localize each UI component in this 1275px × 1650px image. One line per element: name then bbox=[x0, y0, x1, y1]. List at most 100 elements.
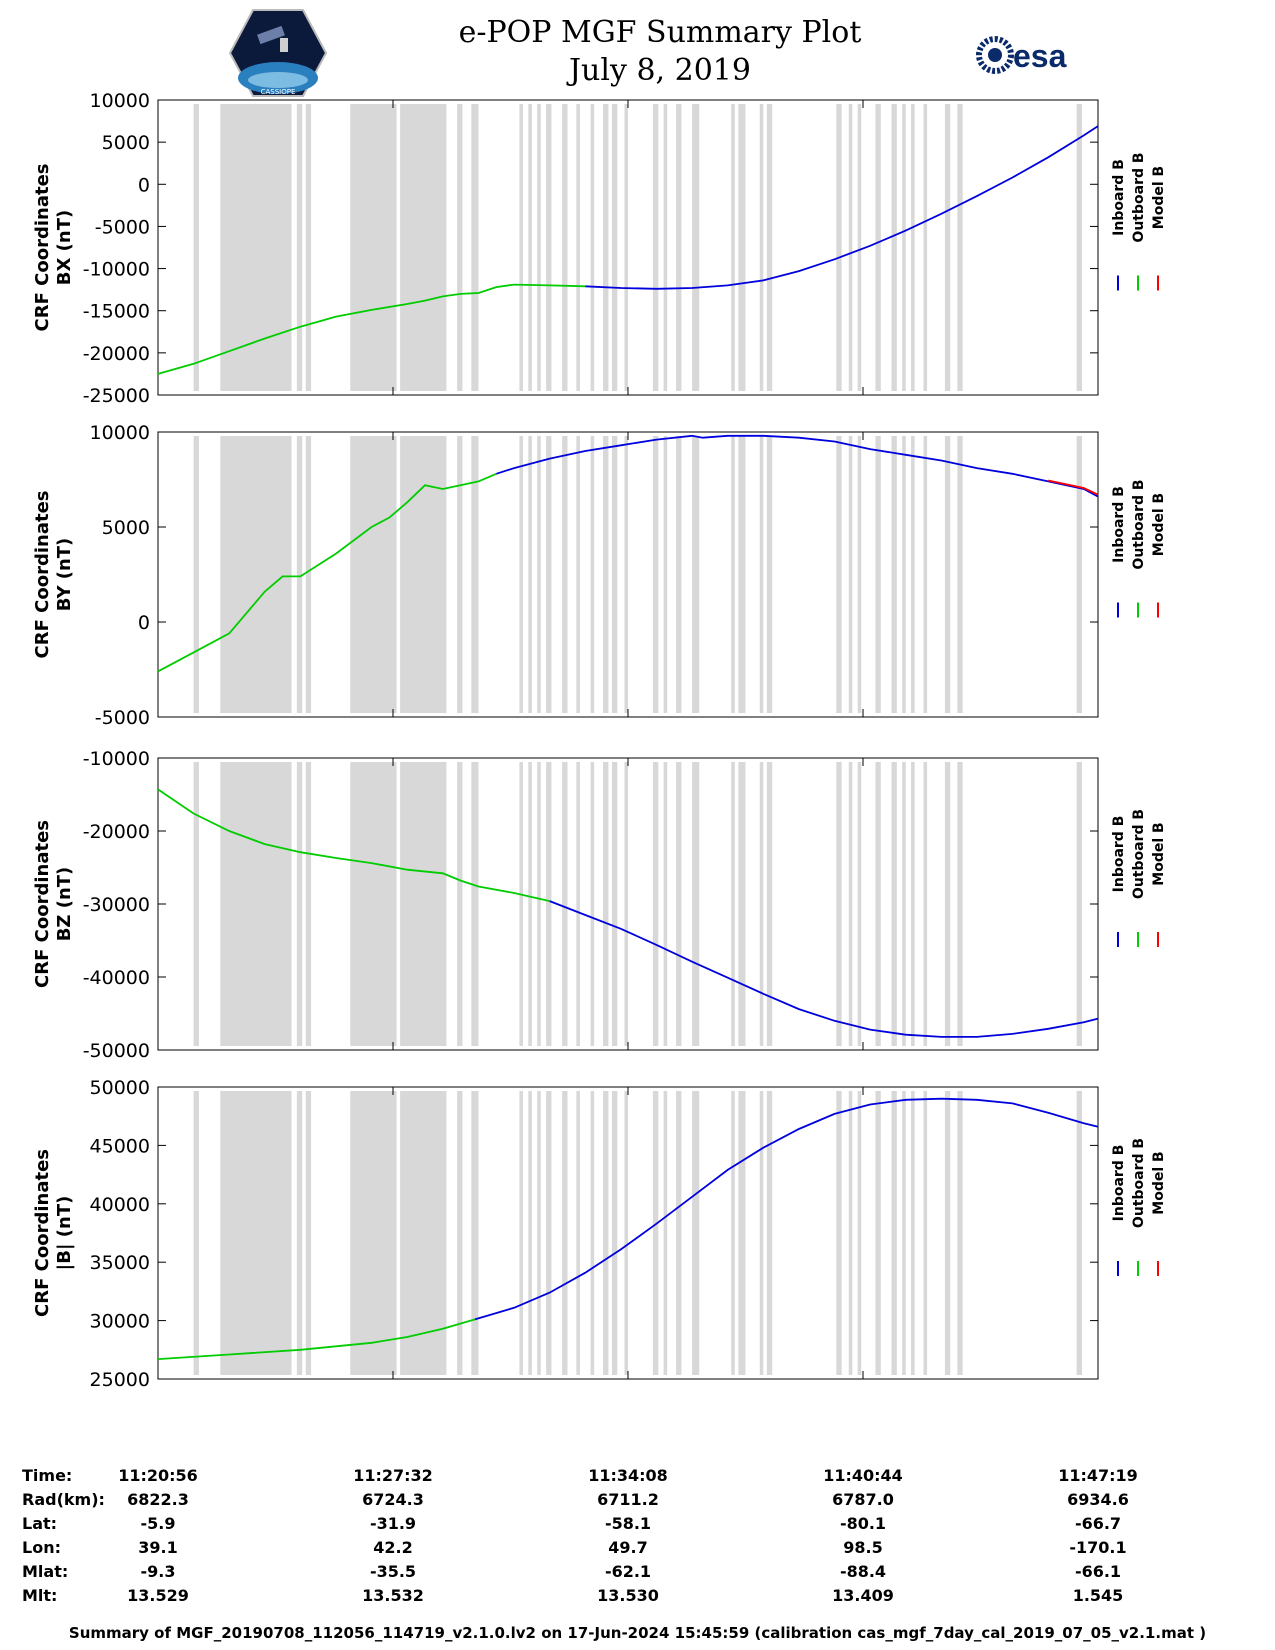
outboard-b-series bbox=[157, 283, 586, 375]
info-row-label: Lat: bbox=[22, 1514, 58, 1533]
data-gap-band bbox=[220, 762, 292, 1046]
data-gap-band bbox=[891, 762, 897, 1046]
data-gap-band bbox=[519, 436, 523, 713]
plot-title: e-POP MGF Summary Plot bbox=[458, 15, 862, 50]
data-gap-band bbox=[944, 104, 951, 391]
data-gap-band bbox=[731, 1091, 735, 1375]
legend-inboard-label: Inboard B bbox=[1111, 159, 1127, 236]
info-cell: 13.529 bbox=[127, 1586, 189, 1605]
data-gap-band bbox=[576, 436, 580, 713]
data-gap-band bbox=[193, 436, 199, 713]
data-gap-band bbox=[400, 436, 447, 713]
y-tick-label: -10000 bbox=[83, 259, 150, 281]
data-gap-band bbox=[836, 104, 842, 391]
data-gap-band bbox=[528, 436, 532, 713]
data-gap-band bbox=[759, 1091, 764, 1375]
info-cell: 49.7 bbox=[608, 1538, 648, 1557]
summary-footer: Summary of MGF_20190708_112056_114719_v2… bbox=[68, 1624, 1207, 1642]
data-gap-band bbox=[891, 1091, 897, 1375]
data-gap-band bbox=[848, 762, 853, 1046]
info-row-label: Time: bbox=[22, 1466, 73, 1485]
data-gap-band bbox=[220, 1091, 292, 1375]
y-axis-label-line2: |B| (nT) bbox=[54, 1196, 75, 1271]
data-gap-band bbox=[546, 104, 552, 391]
legend-outboard-label: Outboard B bbox=[1131, 479, 1147, 569]
outboard-b-series bbox=[157, 1318, 476, 1360]
data-gap-band bbox=[676, 762, 682, 1046]
info-cell: -5.9 bbox=[140, 1514, 176, 1533]
data-gap-band bbox=[848, 104, 853, 391]
data-gap-band bbox=[766, 436, 773, 713]
data-gap-band bbox=[562, 104, 568, 391]
data-gap-band bbox=[471, 436, 479, 713]
y-tick-label: -25000 bbox=[83, 385, 150, 407]
data-gap-band bbox=[220, 436, 292, 713]
data-gap-band bbox=[957, 762, 963, 1046]
y-axis-label-line2: BY (nT) bbox=[54, 538, 75, 612]
data-gap-band bbox=[676, 436, 682, 713]
data-gap-band bbox=[738, 436, 746, 713]
legend-model-label: Model B bbox=[1151, 166, 1167, 229]
data-gap-band bbox=[692, 104, 700, 391]
y-tick-label: 50000 bbox=[90, 1077, 150, 1099]
data-gap-band bbox=[590, 436, 595, 713]
y-tick-label: 5000 bbox=[102, 517, 150, 539]
y-tick-label: -20000 bbox=[83, 821, 150, 843]
info-cell: 11:27:32 bbox=[353, 1466, 433, 1485]
data-gap-band bbox=[350, 104, 397, 391]
legend-model-label: Model B bbox=[1151, 493, 1167, 556]
data-gap-band bbox=[848, 1091, 853, 1375]
y-tick-label: 45000 bbox=[90, 1135, 150, 1157]
data-gap-band bbox=[624, 436, 628, 713]
info-cell: 13.530 bbox=[597, 1586, 659, 1605]
data-gap-band bbox=[848, 436, 853, 713]
y-axis-label-line1: CRF Coordinates bbox=[32, 1149, 53, 1317]
data-gap-band bbox=[193, 104, 199, 391]
esa-logo-text: esa bbox=[1013, 38, 1067, 74]
y-tick-label: -5000 bbox=[95, 216, 150, 238]
info-cell: -170.1 bbox=[1069, 1538, 1127, 1557]
data-gap-band bbox=[305, 762, 312, 1046]
data-gap-band bbox=[562, 1091, 568, 1375]
data-gap-band bbox=[663, 1091, 668, 1375]
y-tick-label: -15000 bbox=[83, 301, 150, 323]
data-gap-band bbox=[652, 762, 659, 1046]
data-gap-band bbox=[457, 762, 463, 1046]
inboard-b-series bbox=[474, 1097, 1099, 1321]
y-tick-label: -30000 bbox=[83, 894, 150, 916]
data-gap-band bbox=[193, 1091, 199, 1375]
info-cell: 1.545 bbox=[1072, 1586, 1124, 1605]
data-gap-band bbox=[537, 1091, 541, 1375]
data-gap-band bbox=[546, 762, 552, 1046]
info-cell: -62.1 bbox=[604, 1562, 652, 1581]
data-gap-band bbox=[296, 104, 303, 391]
data-gap-band bbox=[546, 436, 552, 713]
y-tick-label: 40000 bbox=[90, 1194, 150, 1216]
data-gap-band bbox=[193, 762, 199, 1046]
y-tick-label: 35000 bbox=[90, 1252, 150, 1274]
data-gap-band bbox=[957, 104, 963, 391]
data-gap-band bbox=[471, 1091, 479, 1375]
y-tick-label: 25000 bbox=[90, 1369, 150, 1391]
data-gap-band bbox=[857, 104, 862, 391]
data-gap-band bbox=[738, 762, 746, 1046]
info-cell: -58.1 bbox=[604, 1514, 652, 1533]
data-gap-band bbox=[1076, 104, 1082, 391]
data-gap-band bbox=[603, 104, 609, 391]
data-gap-band bbox=[676, 104, 682, 391]
cassiope-logo-text: CASSIOPE bbox=[261, 88, 296, 96]
data-gap-band bbox=[891, 436, 897, 713]
data-gap-band bbox=[457, 436, 463, 713]
info-row-label: Rad(km): bbox=[22, 1490, 105, 1509]
data-gap-band bbox=[875, 436, 881, 713]
data-gap-band bbox=[305, 1091, 312, 1375]
data-gap-band bbox=[296, 762, 303, 1046]
data-gap-band bbox=[836, 436, 842, 713]
data-gap-band bbox=[537, 762, 541, 1046]
info-cell: -66.1 bbox=[1074, 1562, 1122, 1581]
data-gap-band bbox=[923, 1091, 928, 1375]
data-gap-band bbox=[603, 436, 609, 713]
y-axis-label-line1: CRF Coordinates bbox=[32, 164, 53, 332]
data-gap-band bbox=[911, 1091, 915, 1375]
data-gap-band bbox=[400, 1091, 447, 1375]
